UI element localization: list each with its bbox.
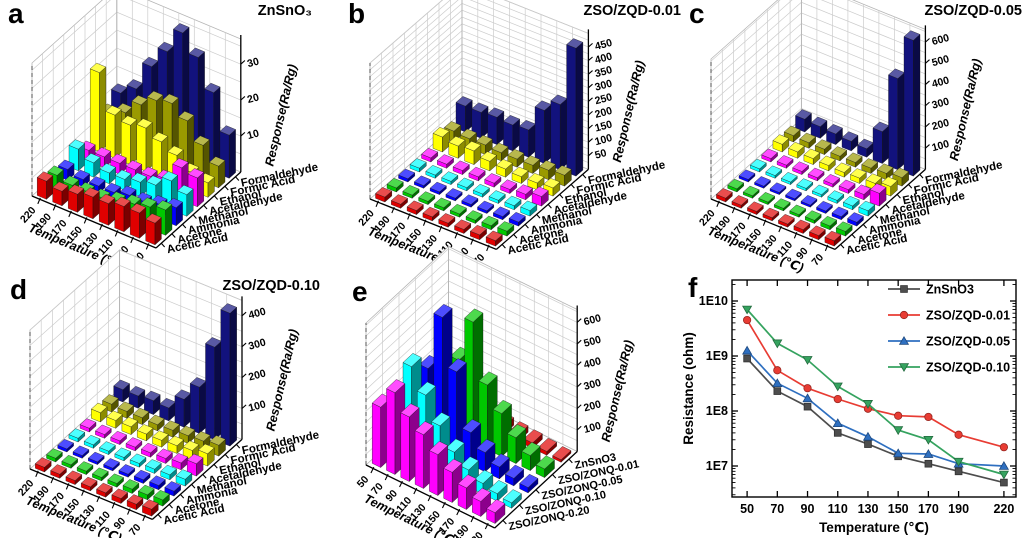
panel-b: 50 100 150 200 250 300 350 400 450 Response(Ra/Rg… [340, 0, 685, 275]
svg-text:ZnSnO3: ZnSnO3 [926, 283, 974, 297]
svg-text:400: 400 [594, 50, 614, 66]
svg-text:500: 500 [582, 334, 602, 350]
svg-text:100: 100 [247, 398, 267, 414]
svg-text:150: 150 [594, 118, 614, 134]
svg-text:1E10: 1E10 [699, 294, 728, 308]
panel-f: 1E7 1E8 1E9 1E10 50 70 90 110 130 150 170 190 220 Tem… [680, 268, 1024, 538]
svg-text:600: 600 [582, 312, 602, 328]
svg-text:220: 220 [993, 502, 1014, 516]
svg-text:200: 200 [931, 117, 951, 133]
panel-a-title: ZnSnO₃ [257, 3, 312, 19]
axes: 1E7 1E8 1E9 1E10 50 70 90 110 130 150 170 190 220 Tem… [681, 280, 1016, 535]
svg-text:190: 190 [948, 502, 969, 516]
svg-text:Response(Ra/Rg): Response(Ra/Rg) [262, 63, 299, 168]
panel-d-letter: d [10, 274, 28, 305]
panel-c: 100 200 300 400 500 600 Response(Ra/Rg) 220 190 1… [685, 0, 1024, 275]
svg-text:400: 400 [931, 74, 951, 90]
bars [716, 30, 921, 247]
svg-text:ZSO/ZQD-0.05: ZSO/ZQD-0.05 [926, 335, 1010, 349]
svg-text:90: 90 [801, 502, 815, 516]
bars [372, 304, 572, 524]
svg-text:200: 200 [247, 367, 267, 383]
panel-f-letter: f [688, 272, 698, 303]
svg-text:1E8: 1E8 [706, 404, 728, 418]
svg-text:170: 170 [918, 502, 939, 516]
panel-c-chart: 100200300400500600Response(Ra/Rg)2201901… [697, 0, 1004, 275]
panel-d: 100 200 300 400 Response(Ra/Rg) 220 190 170 150 1… [0, 249, 330, 538]
panel-f-chart: 1E7 1E8 1E9 1E10 50 70 90 110 130 150 170 190 220 Tem… [681, 279, 1017, 535]
panel-b-letter: b [348, 0, 366, 29]
legend: ZnSnO3 ZSO/ZQD-0.01 ZSO/ZQD-0.05 ZSO/ZQD-0.… [888, 283, 1010, 375]
panel-b-title: ZSO/ZQD-0.01 [583, 3, 682, 19]
svg-text:600: 600 [931, 32, 951, 48]
panel-e-letter: e [352, 276, 368, 307]
svg-text:Resistance (ohm): Resistance (ohm) [681, 332, 696, 445]
svg-text:400: 400 [582, 355, 602, 371]
panel-a-chart: 102030Response(Ra/Rg)2201901701501301109… [18, 0, 319, 273]
svg-text:50: 50 [594, 147, 609, 162]
svg-text:Response(Ra/Rg): Response(Ra/Rg) [599, 339, 636, 444]
bars [37, 23, 236, 245]
plot-frame [731, 279, 1017, 498]
svg-text:400: 400 [247, 306, 267, 322]
svg-text:50: 50 [740, 502, 754, 516]
panel-a: 102030Response(Ra/Rg)2201901701501301109… [0, 0, 340, 273]
panel-c-title: ZSO/ZQD-0.05 [924, 3, 1023, 19]
svg-text:100: 100 [931, 138, 951, 154]
bars [35, 303, 237, 517]
panel-c-letter: c [689, 0, 705, 29]
svg-text:110: 110 [828, 502, 848, 516]
svg-text:30: 30 [246, 55, 261, 70]
svg-text:Temperature (℃): Temperature (℃) [819, 520, 929, 535]
svg-text:300: 300 [594, 78, 614, 94]
svg-text:50: 50 [355, 473, 372, 490]
svg-text:250: 250 [594, 91, 614, 107]
svg-text:130: 130 [858, 502, 879, 516]
panel-d-chart: 100200300400Response(Ra/Rg)2201901701501… [16, 249, 320, 538]
svg-text:350: 350 [594, 64, 614, 80]
svg-text:Response(Ra/Rg): Response(Ra/Rg) [264, 328, 301, 433]
svg-text:10: 10 [246, 127, 261, 142]
svg-text:20: 20 [246, 91, 261, 106]
svg-text:ZSO/ZQD-0.01: ZSO/ZQD-0.01 [926, 309, 1010, 323]
panel-a-letter: a [8, 0, 24, 29]
svg-text:200: 200 [594, 105, 614, 121]
svg-text:Response(Ra/Rg): Response(Ra/Rg) [947, 57, 984, 162]
svg-text:1E7: 1E7 [706, 459, 728, 473]
svg-text:450: 450 [594, 37, 614, 53]
panel-d-title: ZSO/ZQD-0.10 [222, 278, 321, 294]
svg-text:1E9: 1E9 [706, 349, 728, 363]
svg-text:70: 70 [770, 502, 784, 516]
panel-e-chart: 100200300400500600Response(Ra/Rg)5070901… [355, 245, 640, 538]
svg-text:220: 220 [465, 529, 486, 538]
svg-text:500: 500 [931, 53, 951, 69]
svg-text:70: 70 [127, 521, 144, 538]
svg-text:ZSO/ZQD-0.10: ZSO/ZQD-0.10 [926, 361, 1010, 375]
svg-text:Response(Ra/Rg): Response(Ra/Rg) [610, 59, 647, 164]
svg-text:300: 300 [931, 96, 951, 112]
panel-e: 100 200 300 400 500 600 Response(Ra/Rg) 50 70 90 1… [330, 245, 680, 538]
svg-text:300: 300 [247, 336, 267, 352]
bars [375, 38, 584, 247]
svg-text:300: 300 [582, 377, 602, 393]
svg-text:100: 100 [594, 132, 614, 148]
svg-text:100: 100 [582, 420, 602, 436]
svg-text:200: 200 [582, 398, 602, 414]
svg-text:70: 70 [809, 251, 826, 268]
series [742, 305, 1010, 487]
svg-text:150: 150 [888, 502, 909, 516]
